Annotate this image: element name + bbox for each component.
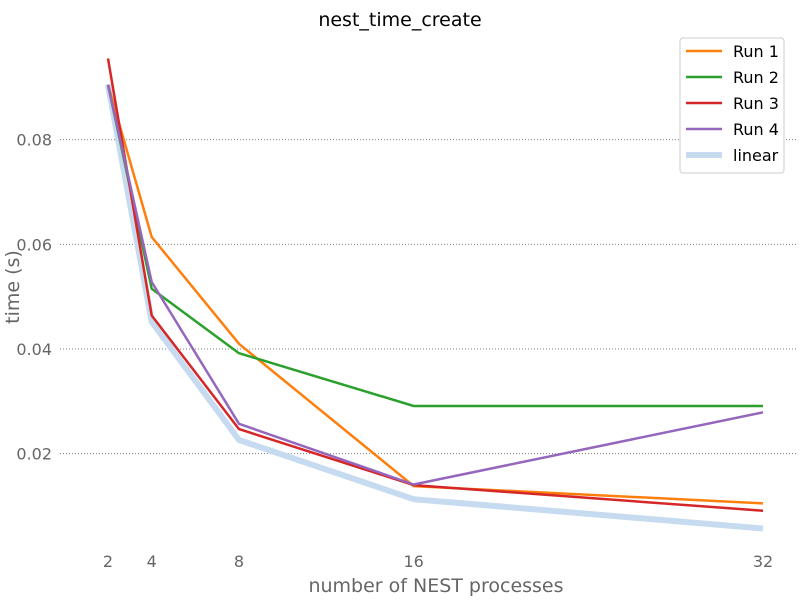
x-tick-label: 32 [753, 552, 773, 571]
y-tick-label: 0.04 [16, 340, 52, 359]
y-tick-label: 0.06 [16, 235, 52, 254]
series-line-run-2 [106, 84, 763, 408]
series-line-run-3 [106, 58, 764, 512]
series-line-run-1 [106, 84, 764, 505]
series-line-linear [105, 84, 764, 532]
x-tick-label: 8 [234, 552, 244, 571]
x-tick-label: 2 [103, 552, 113, 571]
x-tick-label: 16 [403, 552, 423, 571]
chart-title: nest_time_create [318, 9, 481, 31]
legend-label-run-2: Run 2 [733, 68, 779, 87]
grid [60, 139, 798, 455]
x-axis-title: number of NEST processes [308, 575, 563, 597]
series-lines [105, 58, 764, 532]
y-tick-label: 0.08 [16, 131, 52, 150]
y-axis-ticks: 0.02 0.04 0.06 0.08 [16, 131, 52, 464]
legend-label-run-3: Run 3 [733, 94, 779, 113]
legend-label-run-1: Run 1 [733, 42, 779, 61]
y-axis-title: time (s) [2, 250, 24, 324]
y-tick-label: 0.02 [16, 445, 52, 464]
legend-label-linear: linear [733, 146, 779, 165]
legend-box [679, 37, 785, 174]
x-axis-ticks: 2 4 8 16 32 [103, 552, 773, 571]
legend: Run 1 Run 2 Run 3 Run 4 linear [679, 37, 785, 174]
x-tick-label: 4 [147, 552, 157, 571]
legend-label-run-4: Run 4 [733, 120, 779, 139]
series-line-run-4 [106, 84, 764, 486]
